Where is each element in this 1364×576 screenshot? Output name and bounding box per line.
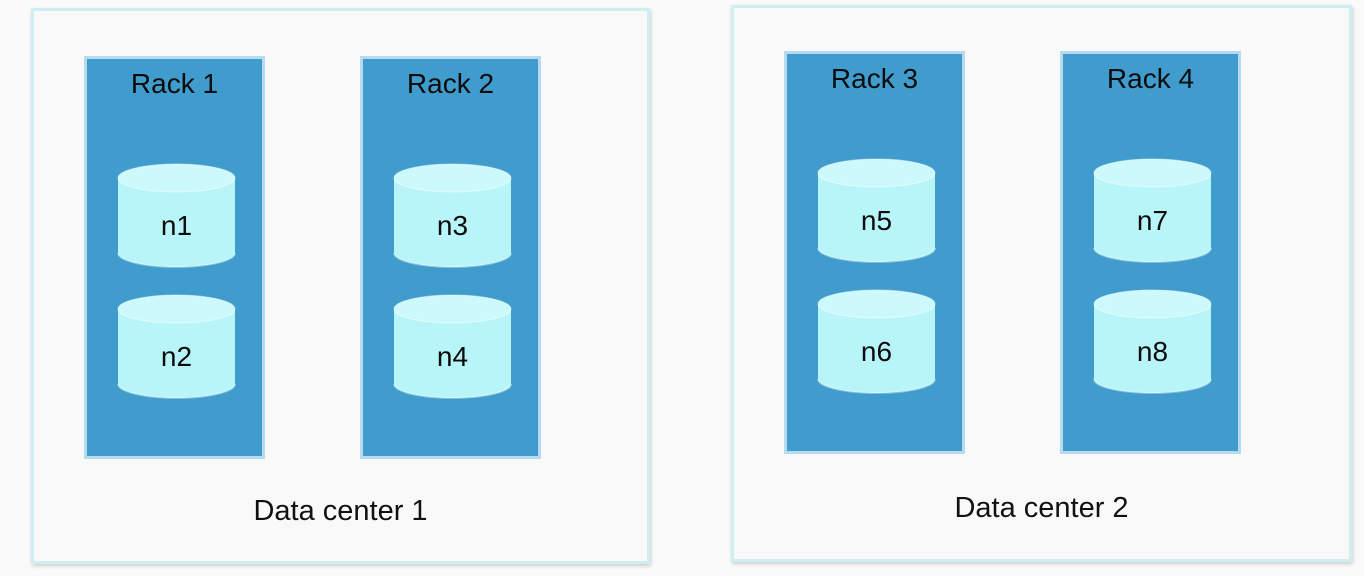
node-n6: n6 — [816, 288, 937, 395]
node-label: n5 — [860, 205, 893, 236]
node-label: n6 — [860, 336, 893, 367]
node-n8: n8 — [1092, 288, 1213, 395]
cylinder-top — [1093, 289, 1212, 319]
cylinder-body — [394, 309, 511, 398]
cylinder-top — [1093, 158, 1212, 188]
node-n7: n7 — [1092, 157, 1213, 264]
node-label: n1 — [160, 210, 193, 241]
rack-label: Rack 3 — [830, 63, 919, 94]
cylinder-bottom-edge — [817, 378, 936, 394]
node-n2: n2 — [116, 293, 237, 400]
database-cylinder-icon — [1093, 289, 1212, 394]
cylinder-body — [1094, 173, 1211, 262]
database-cylinder-icon — [393, 163, 512, 268]
cylinder-body — [394, 178, 511, 267]
rack-4: Rack 4 n7 n8 — [1060, 51, 1241, 454]
cylinder-top — [817, 158, 936, 188]
database-cylinder-icon — [393, 294, 512, 399]
rack-2: Rack 2 n3 n4 — [360, 56, 541, 459]
cylinder-body — [118, 178, 235, 267]
cylinder-top — [117, 163, 236, 193]
cylinder-top — [817, 289, 936, 319]
node-label: n2 — [160, 341, 193, 372]
data-center-1: Rack 1 n1 n2 Rack 2 n3 n4 Data center 1 — [31, 8, 650, 564]
cylinder-bottom-edge — [817, 247, 936, 263]
cylinder-top — [393, 294, 512, 324]
node-n4: n4 — [392, 293, 513, 400]
node-n3: n3 — [392, 162, 513, 269]
cylinder-bottom-edge — [1093, 247, 1212, 263]
cylinder-bottom-edge — [393, 252, 512, 268]
rack-1: Rack 1 n1 n2 — [84, 56, 265, 459]
cylinder-body — [118, 309, 235, 398]
rack-label: Rack 4 — [1106, 63, 1195, 94]
node-label: n7 — [1136, 205, 1169, 236]
data-center-label: Data center 2 — [954, 492, 1129, 524]
rack-label: Rack 2 — [406, 68, 495, 99]
cylinder-top — [117, 294, 236, 324]
node-n1: n1 — [116, 162, 237, 269]
node-label: n3 — [436, 210, 469, 241]
database-cylinder-icon — [817, 158, 936, 263]
node-label: n8 — [1136, 336, 1169, 367]
cylinder-top — [393, 163, 512, 193]
database-cylinder-icon — [1093, 158, 1212, 263]
node-label: n4 — [436, 341, 469, 372]
node-n5: n5 — [816, 157, 937, 264]
cylinder-bottom-edge — [117, 383, 236, 399]
cylinder-bottom-edge — [1093, 378, 1212, 394]
cylinder-body — [818, 173, 935, 262]
database-cylinder-icon — [817, 289, 936, 394]
rack-label: Rack 1 — [130, 68, 219, 99]
cylinder-bottom-edge — [117, 252, 236, 268]
rack-3: Rack 3 n5 n6 — [784, 51, 965, 454]
database-cylinder-icon — [117, 294, 236, 399]
cylinder-body — [1094, 304, 1211, 393]
data-center-label: Data center 1 — [253, 495, 428, 527]
data-center-2: Rack 3 n5 n6 Rack 4 n7 n8 Data center 2 — [731, 5, 1352, 562]
database-cylinder-icon — [117, 163, 236, 268]
cylinder-body — [818, 304, 935, 393]
cylinder-bottom-edge — [393, 383, 512, 399]
